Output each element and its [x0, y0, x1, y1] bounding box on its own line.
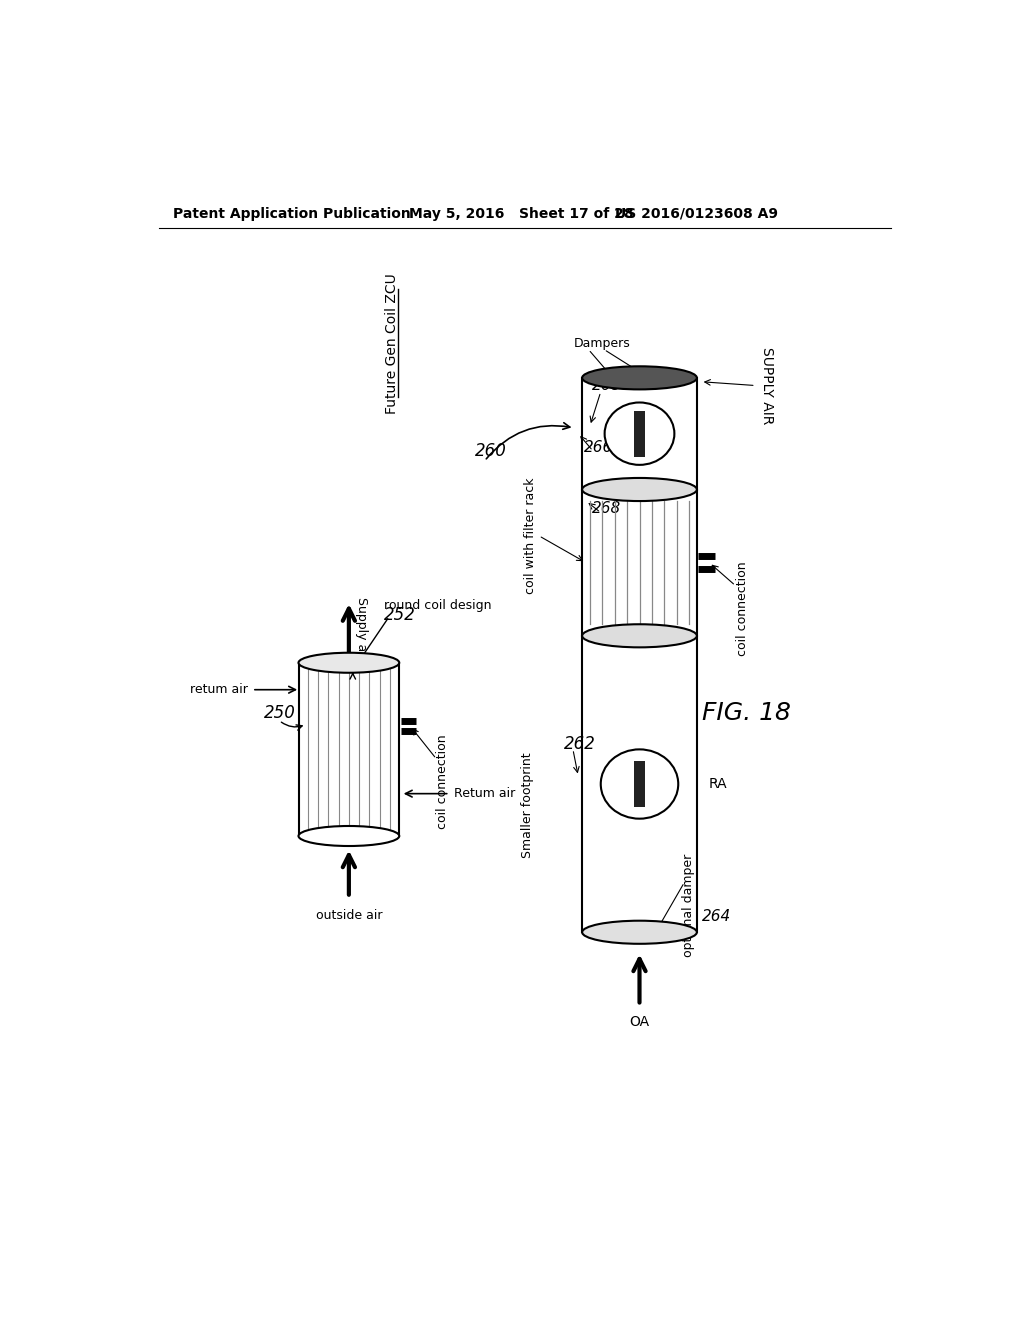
Text: coil with filter rack: coil with filter rack: [524, 478, 538, 594]
Bar: [634, 411, 645, 457]
Text: 264: 264: [701, 909, 731, 924]
Text: retum air: retum air: [190, 684, 248, 696]
Text: OA: OA: [630, 1015, 649, 1030]
Text: optional damper: optional damper: [682, 854, 695, 957]
Text: coil connection: coil connection: [735, 561, 749, 656]
Text: 260: 260: [475, 442, 507, 459]
Ellipse shape: [601, 750, 678, 818]
Text: FIG. 18: FIG. 18: [701, 701, 791, 725]
Text: Supply air: Supply air: [355, 597, 368, 660]
Text: outside air: outside air: [315, 909, 382, 923]
Text: Retum air: Retum air: [454, 787, 515, 800]
Text: 250: 250: [263, 704, 296, 722]
Ellipse shape: [299, 826, 399, 846]
Ellipse shape: [583, 624, 697, 647]
Text: US 2016/0123608 A9: US 2016/0123608 A9: [614, 207, 777, 220]
Text: coil connection: coil connection: [436, 735, 450, 829]
Bar: [634, 760, 645, 807]
Ellipse shape: [299, 653, 399, 673]
Text: Future Gen Coil ZCU: Future Gen Coil ZCU: [384, 273, 398, 413]
Text: 268: 268: [592, 502, 621, 516]
Text: Dampers: Dampers: [573, 337, 631, 350]
Text: 262: 262: [563, 735, 595, 752]
Text: round coil design: round coil design: [384, 598, 492, 611]
Ellipse shape: [583, 367, 697, 389]
Text: 266: 266: [584, 440, 613, 454]
Text: May 5, 2016   Sheet 17 of 28: May 5, 2016 Sheet 17 of 28: [409, 207, 633, 220]
Text: RA: RA: [709, 777, 727, 791]
Ellipse shape: [583, 921, 697, 944]
Text: 268: 268: [592, 378, 621, 393]
Text: Patent Application Publication: Patent Application Publication: [173, 207, 411, 220]
Ellipse shape: [604, 403, 675, 465]
Text: SUPPLY AIR: SUPPLY AIR: [760, 347, 773, 424]
Text: 252: 252: [384, 606, 416, 624]
Text: Smaller footprint: Smaller footprint: [521, 752, 535, 858]
Ellipse shape: [583, 478, 697, 502]
